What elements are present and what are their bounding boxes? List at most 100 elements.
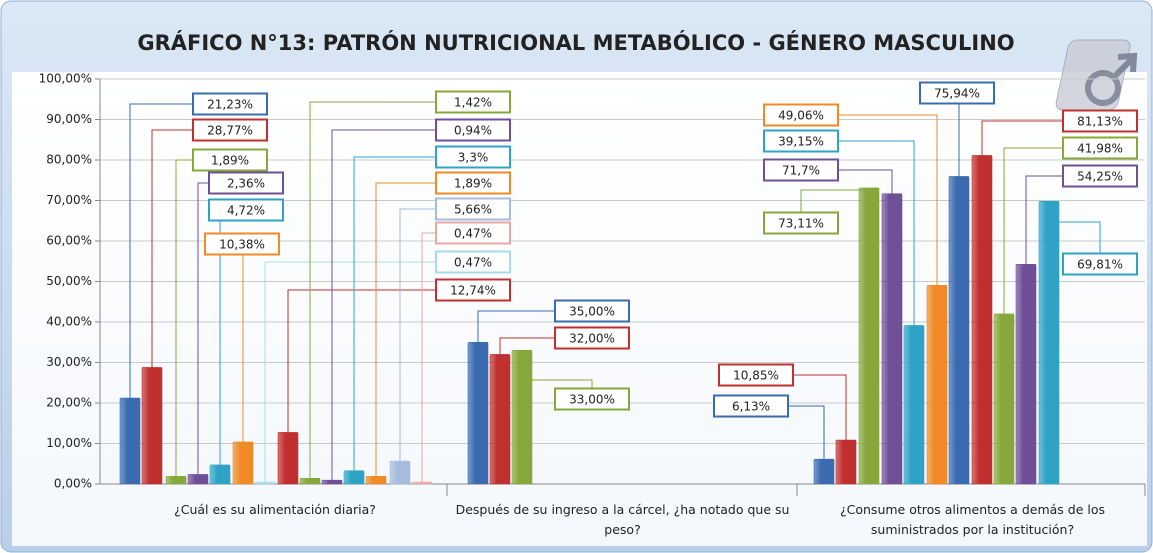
category-label: ¿Cuál es su alimentación diaria? [174, 502, 376, 517]
value-label: 73,11% [778, 217, 824, 231]
leader-line [477, 310, 555, 343]
y-tick-label: 80,00% [46, 153, 92, 167]
value-label: 21,23% [207, 98, 253, 112]
label-box [192, 148, 268, 172]
label-box [435, 90, 511, 114]
leader-line [532, 379, 593, 389]
label-box [763, 158, 839, 182]
label-box [204, 232, 280, 256]
label-box [435, 197, 511, 221]
label-box [435, 221, 511, 245]
bar [971, 155, 993, 485]
bar [299, 477, 321, 485]
bar [926, 285, 948, 485]
bar [232, 441, 254, 485]
value-label: 39,15% [778, 135, 824, 149]
value-label: 49,06% [778, 109, 824, 123]
label-box [1062, 164, 1138, 188]
leader-line [838, 169, 893, 194]
value-label: 32,00% [569, 332, 615, 346]
value-label: 28,77% [207, 124, 253, 138]
leader-line [151, 129, 193, 368]
leader-line [197, 182, 209, 475]
label-box [554, 326, 630, 350]
value-label: 0,47% [454, 227, 492, 241]
bar [948, 176, 970, 485]
y-tick-label: 90,00% [46, 112, 92, 126]
bar [119, 397, 141, 485]
label-box [718, 363, 794, 387]
leader-line [800, 189, 879, 213]
value-label: 35,00% [569, 305, 615, 319]
y-tick-label: 40,00% [46, 315, 92, 329]
bar [209, 464, 231, 485]
y-tick-label: 0,00% [54, 477, 92, 491]
bar [881, 193, 903, 485]
leader-line [287, 289, 436, 433]
value-label: 4,72% [227, 204, 265, 218]
bar [411, 481, 433, 485]
y-tick-label: 20,00% [46, 396, 92, 410]
label-box [192, 118, 268, 142]
y-tick-label: 70,00% [46, 193, 92, 207]
value-label: 54,25% [1077, 170, 1123, 184]
leader-line [838, 114, 938, 286]
label-box [713, 394, 789, 418]
chart-title: GRÁFICO N°13: PATRÓN NUTRICIONAL METABÓL… [137, 30, 1014, 55]
value-label: 71,7% [782, 164, 820, 178]
bar [141, 367, 163, 485]
value-label: 41,98% [1077, 142, 1123, 156]
label-box [763, 129, 839, 153]
y-tick-label: 10,00% [46, 436, 92, 450]
value-label: 0,94% [454, 124, 492, 138]
bar [389, 460, 411, 485]
leader-line [499, 337, 555, 355]
bar [993, 313, 1015, 485]
bar [489, 354, 511, 485]
leader-line [421, 232, 436, 483]
leader-line [375, 182, 436, 477]
value-label: 5,66% [454, 203, 492, 217]
value-label: 1,89% [454, 177, 492, 191]
leader-line [399, 208, 436, 462]
leader-line [331, 129, 436, 481]
leader-line [309, 101, 436, 479]
category-label: Después de su ingreso a la cárcel, ¿ha n… [455, 502, 790, 537]
bar [835, 439, 857, 485]
bar [813, 458, 835, 485]
leader-line [175, 159, 193, 477]
leader-line [788, 405, 825, 460]
bar [277, 432, 299, 485]
bar [858, 187, 880, 485]
label-box [763, 103, 839, 127]
label-box [435, 171, 511, 195]
category-label: ¿Consume otros alimentos a demás de los … [840, 502, 1105, 537]
bar [1038, 200, 1060, 485]
label-box [192, 92, 268, 116]
value-label: 69,81% [1077, 258, 1123, 272]
leader-line [793, 374, 847, 441]
leader-line [1025, 175, 1063, 265]
bar [254, 481, 276, 485]
label-box [919, 81, 995, 105]
label-box [208, 198, 284, 222]
bar [903, 325, 925, 485]
label-box [435, 145, 511, 169]
value-label: 75,94% [934, 87, 980, 101]
y-tick-label: 50,00% [46, 274, 92, 288]
label-box [208, 171, 284, 195]
bar [343, 470, 365, 485]
leader-line [1059, 221, 1101, 254]
value-label: 2,36% [227, 177, 265, 191]
y-tick-label: 100,00% [39, 72, 92, 86]
leader-line [129, 103, 193, 399]
leader-line [838, 140, 915, 326]
bar [1015, 263, 1037, 485]
label-box [1062, 136, 1138, 160]
bar [365, 476, 387, 485]
label-box [763, 211, 839, 235]
value-label: 3,3% [458, 151, 489, 165]
value-label: 0,47% [454, 256, 492, 270]
